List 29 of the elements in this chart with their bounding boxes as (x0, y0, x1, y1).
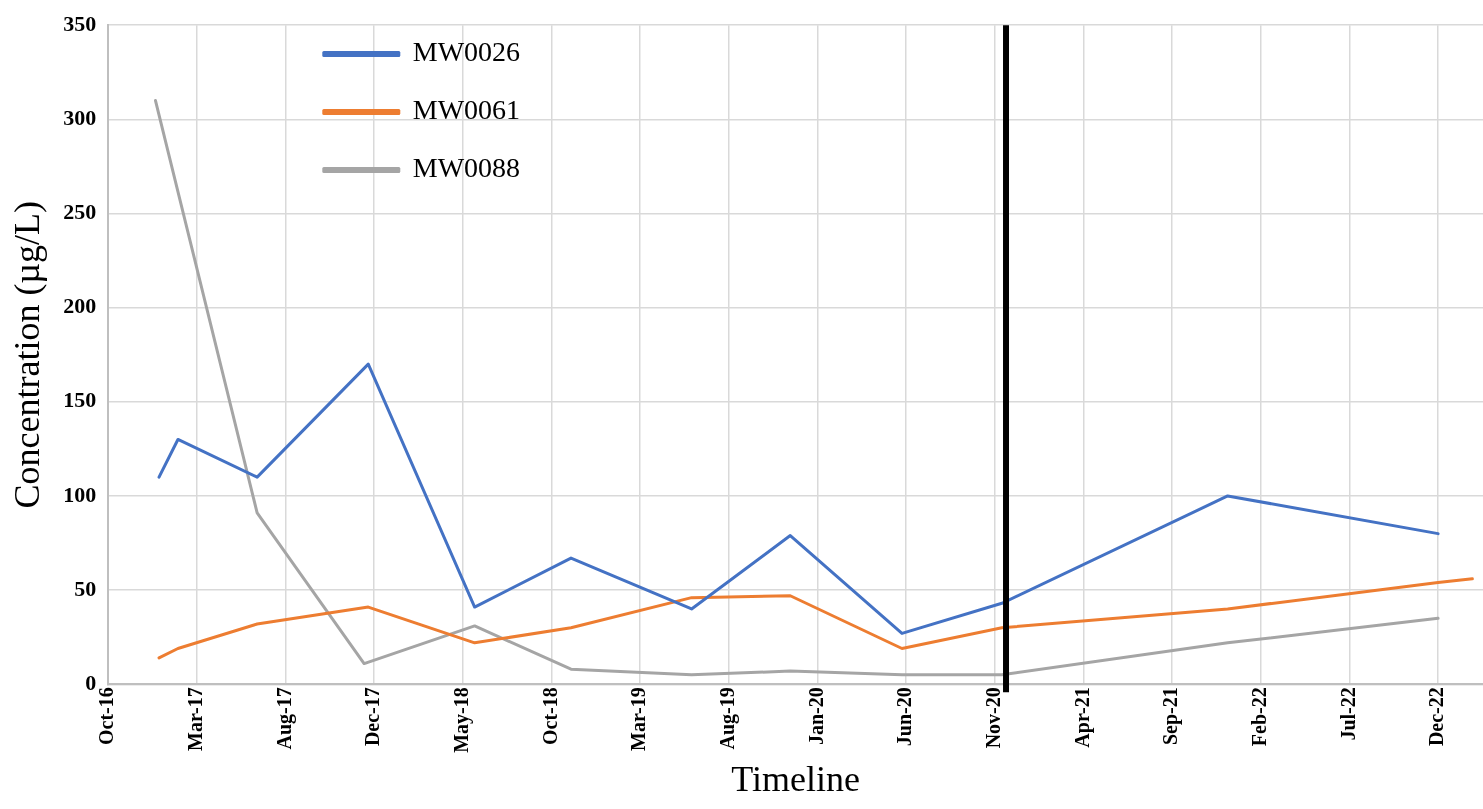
y-tick-label: 50 (74, 575, 97, 601)
x-tick-label: Nov-20 (981, 687, 1004, 749)
y-tick-label: 350 (63, 10, 97, 36)
x-tick-label: Aug-17 (272, 687, 296, 750)
x-tick-label: May-18 (450, 687, 474, 753)
x-tick-label: Mar-17 (184, 687, 207, 751)
x-tick-label: Dec-17 (361, 687, 384, 747)
x-tick-label: Oct-16 (95, 687, 118, 746)
x-tick-label: Feb-22 (1247, 687, 1270, 747)
y-tick-label: 100 (63, 481, 97, 507)
x-axis-title: Timeline (731, 758, 860, 799)
y-tick-label: 300 (63, 105, 97, 131)
x-tick-label: Sep-21 (1159, 687, 1183, 746)
legend-label: MW0026 (412, 36, 521, 68)
x-tick-label: Mar-19 (627, 687, 650, 751)
y-tick-label: 200 (63, 293, 97, 319)
y-axis-title: Concentration (µg/L) (7, 200, 48, 509)
x-tick-label: Jan-20 (804, 687, 827, 746)
legend-label: MW0088 (412, 152, 521, 184)
y-tick-label: 150 (63, 387, 97, 413)
y-tick-label: 0 (85, 669, 97, 695)
legend-label: MW0061 (412, 94, 521, 126)
x-tick-label: Oct-18 (538, 687, 561, 746)
x-tick-label: Jun-20 (893, 687, 916, 747)
y-tick-label: 250 (63, 199, 97, 225)
x-tick-label: Jul-22 (1336, 687, 1359, 741)
x-tick-label: Apr-21 (1070, 687, 1094, 748)
x-tick-label: Dec-22 (1425, 687, 1448, 747)
x-tick-label: Aug-19 (715, 687, 739, 750)
